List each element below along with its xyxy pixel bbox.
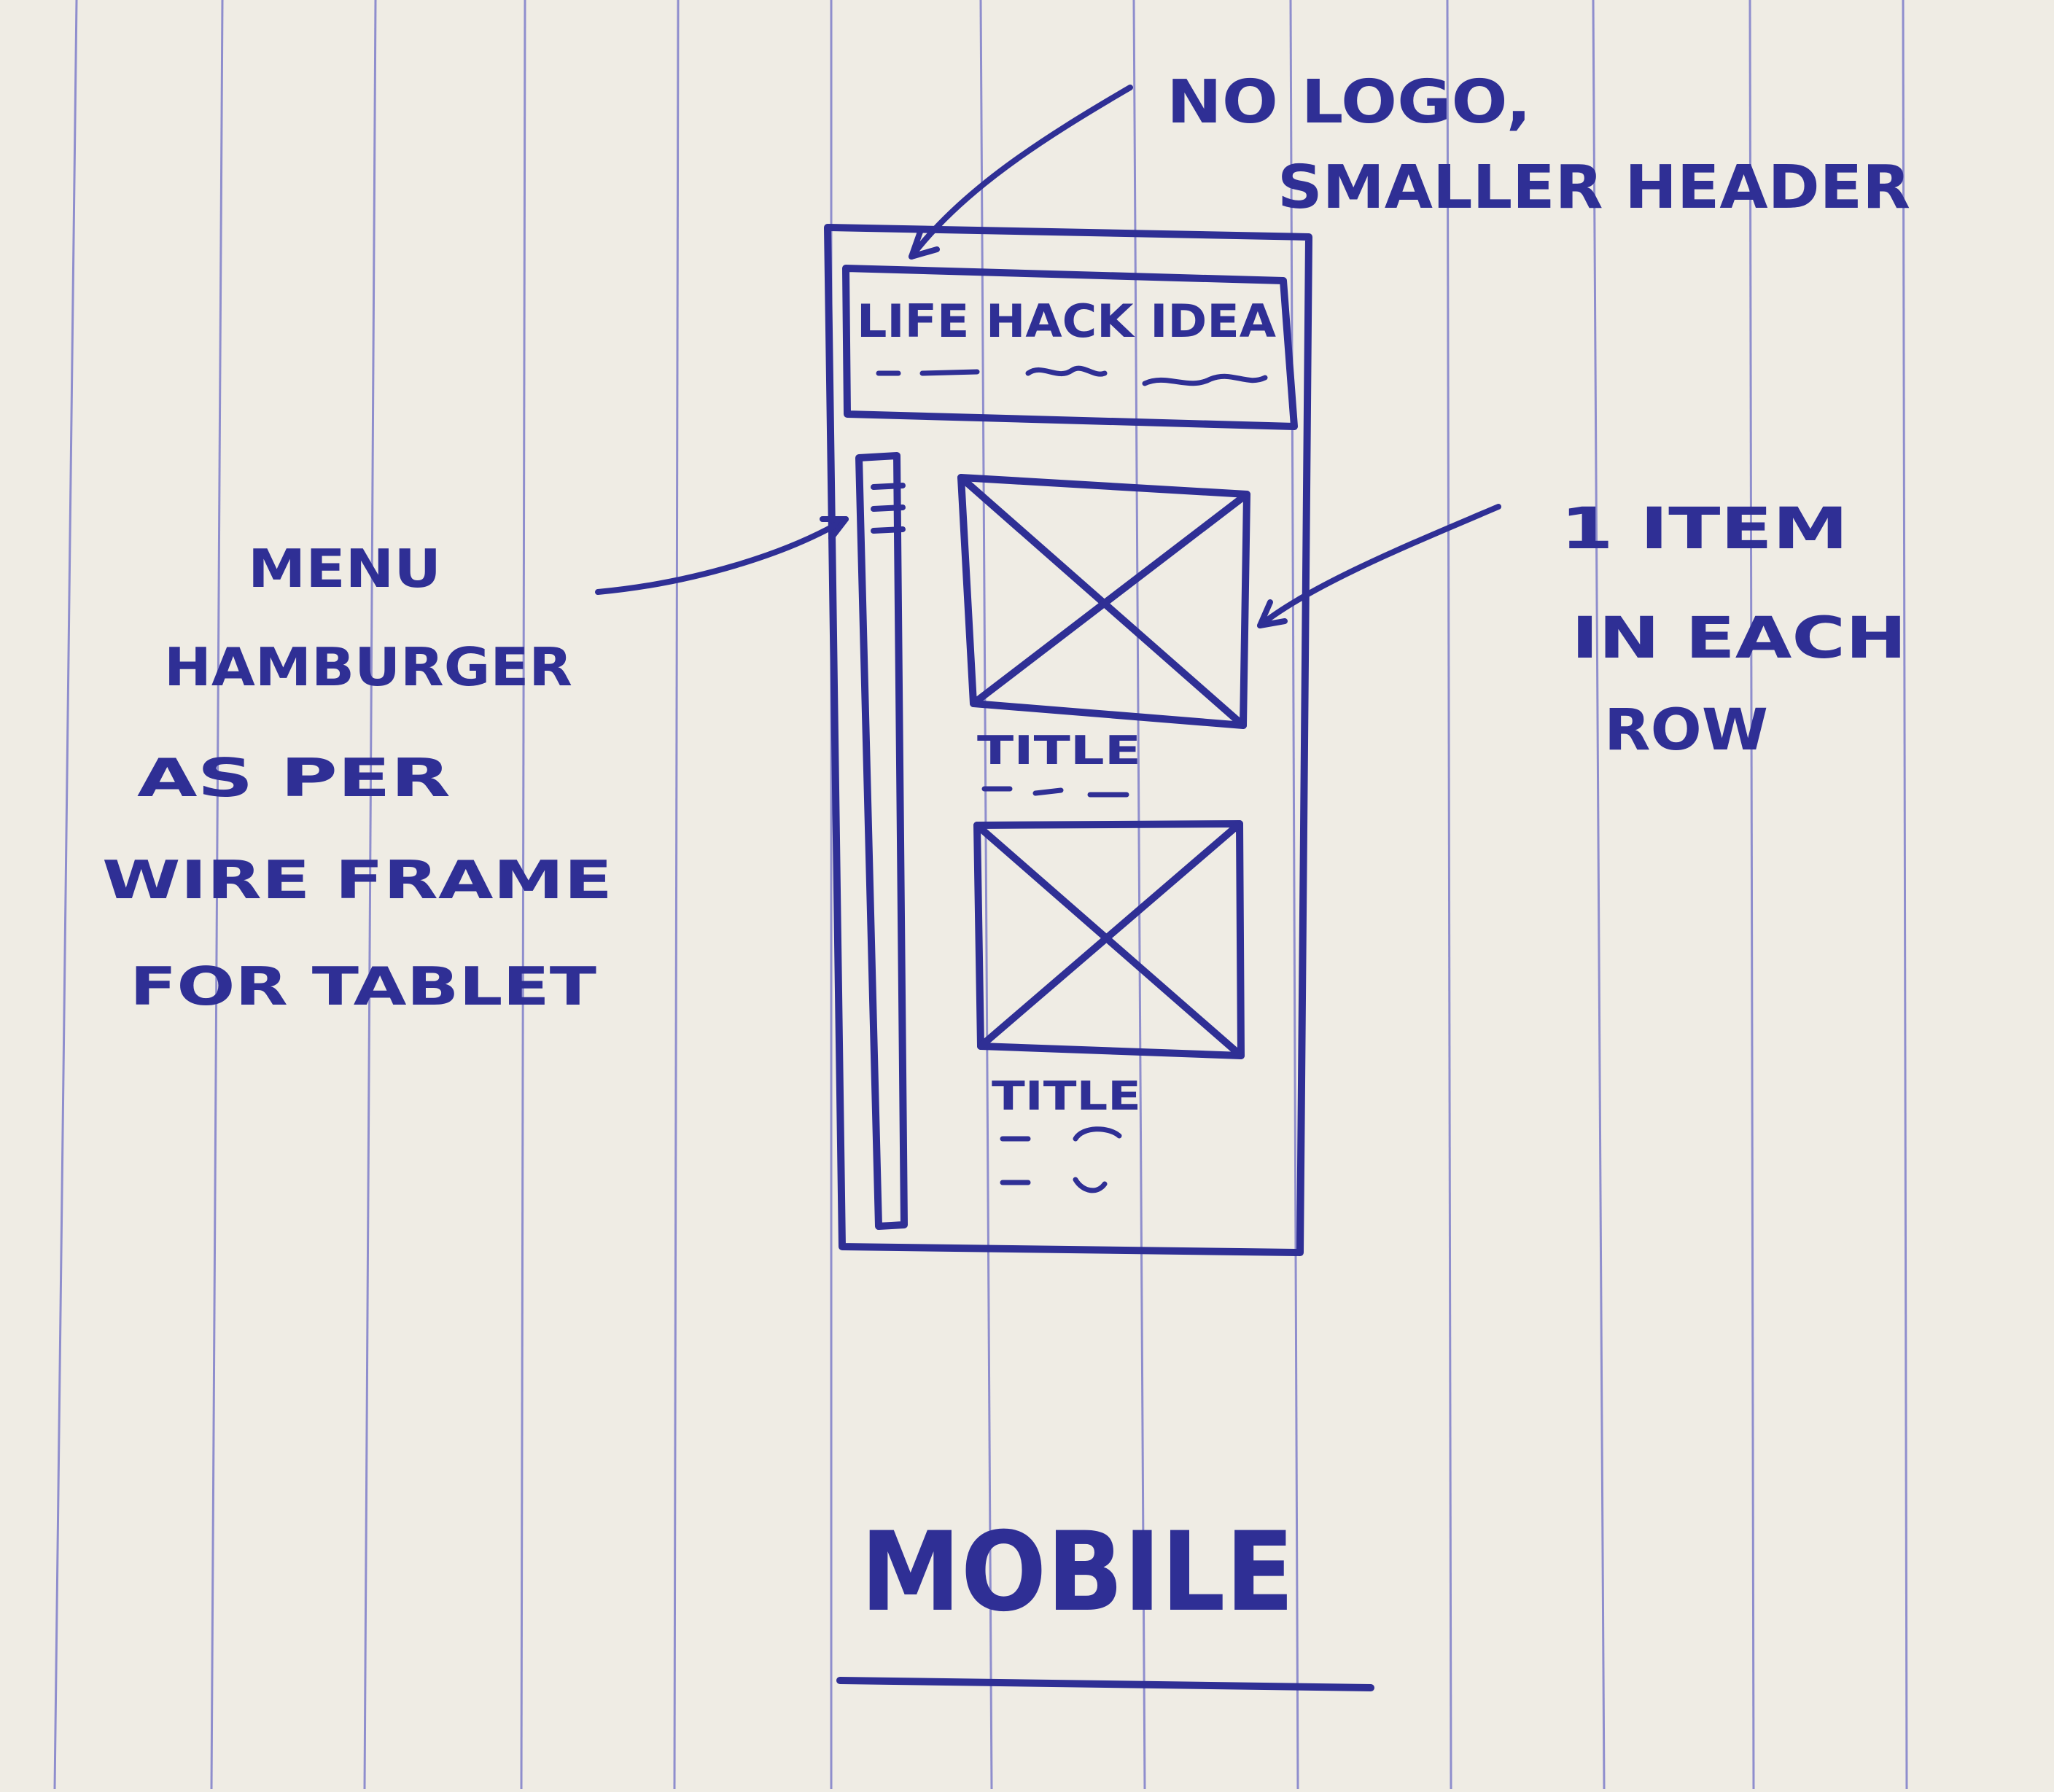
notebook-rule-lines	[53, 0, 1908, 1790]
menu-note-arrow	[595, 516, 849, 595]
item-description-lines-2	[1000, 1126, 1122, 1193]
item-note-line-1: 1 ITEM	[1560, 496, 1848, 562]
header-note-arrow	[909, 85, 1133, 260]
item-note-arrow	[1257, 504, 1501, 628]
menu-note-line-2: HAMBURGER	[164, 636, 572, 698]
caption-underline	[836, 1677, 1374, 1691]
menu-note-line-3: AS PER	[137, 747, 451, 809]
hamburger-menu-icon	[871, 483, 906, 534]
item-description-lines-1	[981, 786, 1129, 798]
menu-note-line-4: WIRE FRAME	[102, 849, 612, 911]
rule-line	[979, 0, 993, 1790]
menu-note-line-1: MENU	[248, 538, 441, 599]
item-note-line-3: ROW	[1604, 698, 1768, 763]
header-note-line-1: NO LOGO,	[1167, 68, 1531, 137]
rule-line	[1748, 0, 1755, 1790]
rule-line	[1446, 0, 1452, 1790]
rule-line	[363, 0, 377, 1790]
rule-line	[53, 0, 78, 1790]
header-title-text: LIFE HACK IDEA	[857, 295, 1276, 348]
phone-frame	[824, 224, 1312, 1256]
rule-line	[673, 0, 680, 1790]
hamburger-sidebar	[855, 452, 908, 1230]
item-note-line-2: IN EACH	[1571, 606, 1907, 671]
header-note-line-2: SMALLER HEADER	[1277, 153, 1910, 222]
rule-line	[1132, 0, 1146, 1790]
header-box	[842, 265, 1298, 430]
menu-note-line-5: FOR TABLET	[130, 956, 596, 1017]
rule-line	[1592, 0, 1606, 1790]
rule-line	[210, 0, 224, 1790]
item-title-1: TITLE	[977, 728, 1141, 774]
rule-line	[520, 0, 526, 1790]
rule-line	[1902, 0, 1908, 1790]
rule-line	[1289, 0, 1299, 1790]
item-image-placeholder-2	[973, 820, 1245, 1059]
caption-mobile: MOBILE	[860, 1509, 1294, 1636]
header-squiggles	[876, 365, 1268, 386]
item-title-2: TITLE	[992, 1073, 1141, 1119]
item-image-placeholder-1	[957, 474, 1250, 729]
